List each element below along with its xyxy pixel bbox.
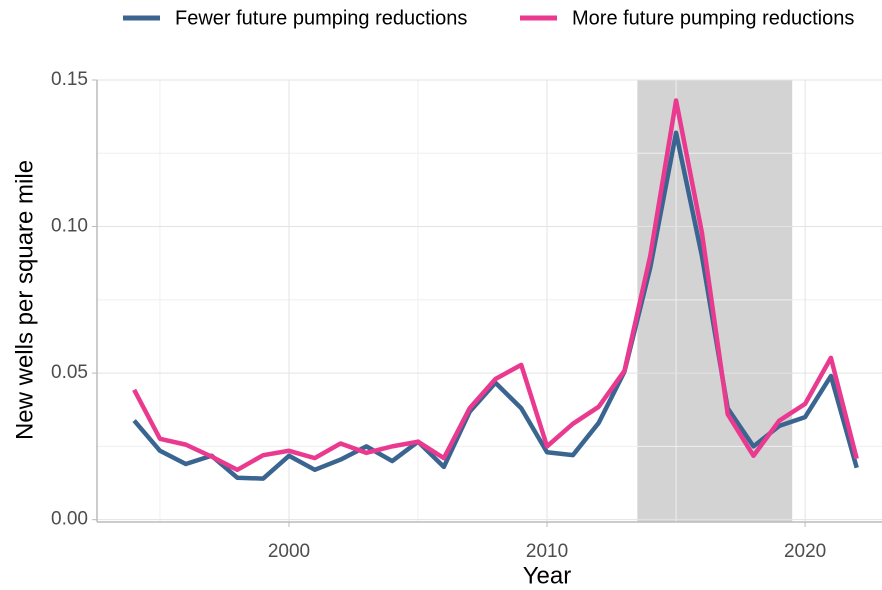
shaded-region xyxy=(637,80,793,522)
x-axis-label: Year xyxy=(523,562,572,589)
legend-item: More future pumping reductions xyxy=(520,7,854,29)
legend-label: Fewer future pumping reductions xyxy=(175,7,467,29)
y-tick-label: 0.15 xyxy=(51,69,88,90)
y-tick-label: 0.10 xyxy=(51,216,88,237)
x-tick-label: 2000 xyxy=(268,541,310,562)
y-tick-label: 0.05 xyxy=(51,362,88,383)
series-line xyxy=(132,98,859,473)
legend-label: More future pumping reductions xyxy=(572,7,854,29)
series-line xyxy=(132,130,859,481)
legend-item: Fewer future pumping reductions xyxy=(123,7,467,29)
y-axis-label: New wells per square mile xyxy=(11,160,38,440)
x-tick-label: 2020 xyxy=(784,541,826,562)
y-tick-label: 0.00 xyxy=(51,509,88,530)
x-tick-label: 2010 xyxy=(526,541,568,562)
